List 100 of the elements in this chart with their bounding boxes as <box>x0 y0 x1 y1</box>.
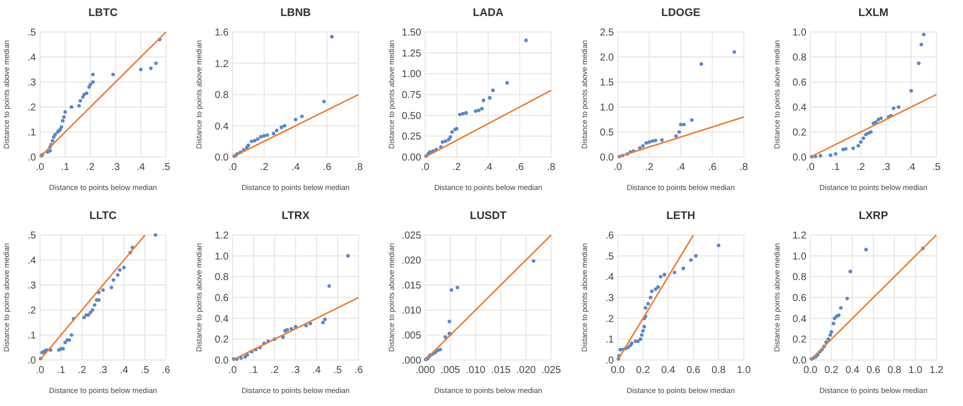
y-tick-label: 0.0 <box>792 356 807 366</box>
y-tick-label: 2.5 <box>600 28 614 38</box>
y-tick-label: .020 <box>402 256 422 266</box>
y-tick-label: 0.00 <box>402 152 422 164</box>
x-tick-label: .4 <box>120 365 129 376</box>
y-tick-label: .3 <box>28 78 36 88</box>
x-tick-label: .0 <box>421 162 430 173</box>
x-tick-label: .000 <box>415 365 436 376</box>
x-tick-label: .3 <box>98 365 108 376</box>
x-tick-label: .0 <box>806 162 816 173</box>
x-tick-label: 0.4 <box>661 365 676 376</box>
y-tick-label: 1.00 <box>402 69 422 80</box>
chart-title: LUSDT <box>470 210 507 222</box>
y-tick-label: .010 <box>402 306 422 316</box>
x-tick-label: .8 <box>547 162 556 173</box>
x-tick-label: .8 <box>740 162 748 173</box>
x-tick-label: .3 <box>291 365 300 376</box>
x-tick-label: .0 <box>614 162 622 173</box>
x-tick-label: .4 <box>484 162 493 173</box>
y-tick-label: .4 <box>605 272 614 284</box>
x-tick-label: .0 <box>36 162 45 173</box>
x-tick-label: .5 <box>162 162 171 173</box>
x-tick-label: .5 <box>333 365 342 376</box>
y-tick-label: 0.6 <box>214 293 230 304</box>
y-tick-label: .4 <box>28 256 36 266</box>
y-tick-label: 0.2 <box>214 334 230 346</box>
x-tick-label: 0.0 <box>803 365 818 376</box>
x-tick-label: .6 <box>322 162 332 173</box>
y-tick-label: 0.2 <box>792 334 807 346</box>
x-tick-label: 0.6 <box>686 365 701 376</box>
x-tick-label: .0 <box>228 365 238 376</box>
y-tick-label: 1.6 <box>214 28 230 38</box>
x-tick-label: .2 <box>86 162 96 173</box>
x-tick-label: .2 <box>452 162 462 173</box>
x-tick-label: .2 <box>856 162 866 173</box>
y-tick-label: 0.50 <box>402 110 422 122</box>
x-tick-label: .1 <box>249 365 258 376</box>
x-tick-label: .4 <box>291 162 300 173</box>
y-tick-label: 0.8 <box>792 52 807 64</box>
chart-title: LETH <box>666 210 696 222</box>
chart-title: LXRP <box>858 210 888 222</box>
y-tick-label: 1.0 <box>600 102 614 114</box>
y-tick-label: 0.0 <box>214 152 230 164</box>
y-tick-label: 0.4 <box>214 121 230 132</box>
y-tick-label: 1.0 <box>792 251 807 262</box>
x-tick-label: .010 <box>466 365 486 376</box>
x-tick-label: .1 <box>61 162 70 173</box>
x-tick-label: .4 <box>907 162 916 173</box>
x-tick-label: 0.2 <box>636 365 650 376</box>
chart-title: LBTC <box>88 7 118 19</box>
y-tick-label: 1.25 <box>402 48 422 60</box>
y-tick-label: .000 <box>402 356 422 366</box>
y-tick-label: 1.50 <box>402 28 422 38</box>
y-tick-label: .2 <box>28 102 36 114</box>
x-tick-label: .020 <box>516 365 536 376</box>
x-tick-label: .3 <box>111 162 120 173</box>
chart-title: LBNB <box>280 7 311 19</box>
y-tick-label: 0.6 <box>792 78 807 88</box>
x-tick-label: .5 <box>932 162 942 173</box>
x-tick-label: .6 <box>354 365 364 376</box>
x-tick-label: 0.8 <box>887 365 902 376</box>
y-tick-label: 0.75 <box>402 90 422 101</box>
x-tick-label: .025 <box>541 365 562 376</box>
y-tick-label: .1 <box>605 334 614 346</box>
y-tick-label: .4 <box>28 52 36 64</box>
x-tick-label: .1 <box>56 365 66 376</box>
y-tick-label: .2 <box>28 306 36 316</box>
x-tick-label: .5 <box>140 365 150 376</box>
x-tick-label: 0.4 <box>845 365 860 376</box>
y-tick-label: .3 <box>605 293 614 304</box>
x-tick-label: 0.2 <box>824 365 839 376</box>
x-tick-label: 1.0 <box>736 365 752 376</box>
x-tick-label: 1.2 <box>929 365 944 376</box>
y-tick-label: 1.0 <box>214 251 230 262</box>
x-tick-label: 1.0 <box>908 365 923 376</box>
x-tick-label: .1 <box>831 162 840 173</box>
y-tick-label: 0.4 <box>792 314 807 325</box>
y-tick-label: .0 <box>28 152 36 164</box>
y-tick-label: .5 <box>28 28 36 38</box>
y-tick-label: .5 <box>28 230 36 242</box>
x-tick-label: .005 <box>440 365 461 376</box>
y-tick-label: .0 <box>28 356 36 366</box>
y-tick-label: 1.2 <box>214 230 230 242</box>
x-tick-label: .4 <box>676 162 686 173</box>
y-tick-label: .015 <box>402 280 422 292</box>
x-tick-label: .6 <box>708 162 717 173</box>
x-tick-label: .6 <box>162 365 171 376</box>
x-tick-label: .2 <box>270 365 280 376</box>
x-tick-label: 0.8 <box>712 365 726 376</box>
y-tick-label: .5 <box>605 251 614 262</box>
x-tick-label: .6 <box>516 162 524 173</box>
chart-title: LADA <box>472 7 504 19</box>
y-tick-label: 0.8 <box>214 272 230 284</box>
x-tick-label: 0.6 <box>866 365 881 376</box>
y-tick-label: 0.0 <box>214 356 230 366</box>
x-tick-label: .4 <box>312 365 322 376</box>
y-tick-label: .1 <box>28 330 36 342</box>
x-tick-label: .2 <box>645 162 654 173</box>
x-tick-label: .2 <box>260 162 269 173</box>
x-tick-label: .0 <box>228 162 238 173</box>
